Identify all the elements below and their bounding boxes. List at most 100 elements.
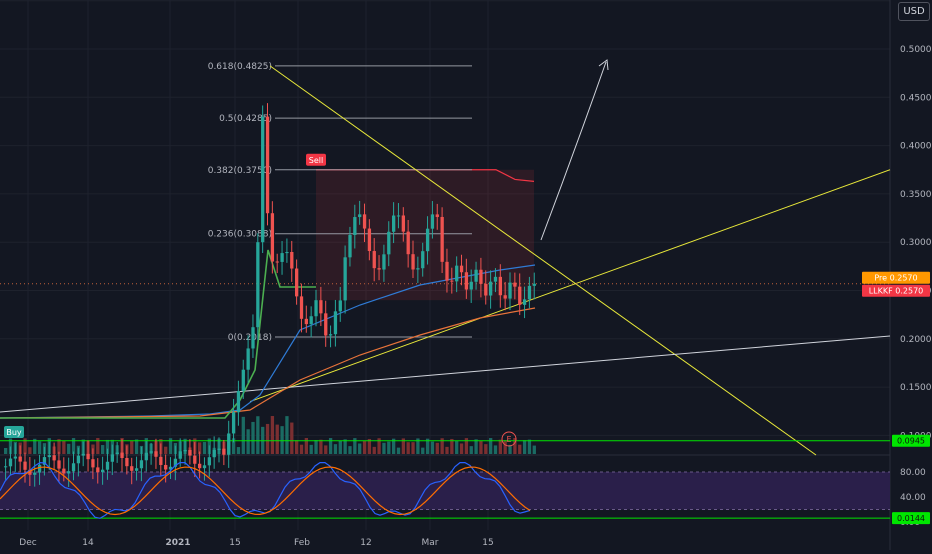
candle-body xyxy=(120,452,124,458)
price-tick-label: 0.3000 xyxy=(900,238,932,248)
volume-bar xyxy=(96,438,100,454)
candle-body xyxy=(231,412,236,434)
volume-bar xyxy=(479,440,483,454)
candle-body xyxy=(91,459,95,468)
trend-lines[interactable] xyxy=(0,59,891,519)
volume-bar xyxy=(503,440,507,454)
candle-body xyxy=(362,214,367,229)
volume-bar xyxy=(372,446,376,454)
candle-body xyxy=(134,468,139,471)
volume-bar xyxy=(168,438,173,454)
candle-body xyxy=(314,300,318,317)
candle-body xyxy=(440,216,444,262)
candle-body xyxy=(464,272,469,290)
candle-body xyxy=(358,214,362,218)
volume-bar xyxy=(455,441,459,454)
volume-bar xyxy=(498,439,502,454)
candle-body xyxy=(23,461,27,470)
volume-bar xyxy=(532,445,536,454)
candle-body xyxy=(425,228,430,252)
volume-bar xyxy=(71,438,76,454)
candle-body xyxy=(319,300,323,314)
volume-bar xyxy=(62,440,66,454)
candle-body xyxy=(71,463,76,472)
candle-body xyxy=(164,464,168,470)
candle-body xyxy=(261,116,265,243)
volume-bar xyxy=(343,439,347,454)
candle-body xyxy=(125,457,129,467)
volume-bar xyxy=(358,443,362,454)
buy-signal-label: Buy xyxy=(6,428,22,437)
candle-body xyxy=(183,449,187,452)
candle-body xyxy=(479,269,483,284)
currency-label[interactable]: USD xyxy=(898,2,930,21)
price-tick-label: 0.2000 xyxy=(900,335,932,345)
time-tick-label: 2021 xyxy=(165,538,190,548)
volume-bar xyxy=(367,438,372,454)
ticker-price-badge-box xyxy=(862,284,930,297)
stoch-rsi-lines xyxy=(0,462,531,519)
candle-body xyxy=(450,280,454,282)
candle-body xyxy=(469,281,473,290)
price-axis[interactable]: 0.50000.45000.40000.35000.30000.25000.20… xyxy=(862,45,932,528)
candle-body xyxy=(348,234,352,258)
candle-body xyxy=(527,285,532,300)
candle-body xyxy=(62,468,66,474)
volume-bar xyxy=(396,447,401,454)
candle-body xyxy=(280,253,284,262)
candle-body xyxy=(309,316,313,325)
volume-bar xyxy=(290,422,294,454)
volume-bar xyxy=(28,447,32,454)
candle-body xyxy=(256,242,260,328)
volume-bar xyxy=(67,443,71,454)
candle-body xyxy=(57,460,61,469)
candle-body xyxy=(299,296,304,319)
volume-bar xyxy=(425,438,430,454)
fib-level-label: 0.5(0.4285) xyxy=(219,114,272,124)
volume-bar xyxy=(275,424,279,454)
volume-bar xyxy=(23,438,27,454)
sell-signal-box xyxy=(306,153,326,166)
volume-bar xyxy=(508,444,512,454)
candle-body xyxy=(236,390,241,413)
time-axis[interactable]: Dec 14 2021 15 Feb 12 Mar 15 xyxy=(19,538,493,548)
candle-body xyxy=(159,456,163,465)
ma-green xyxy=(0,249,316,419)
volume-bar xyxy=(8,438,13,454)
fib-level-label: 0.382(0.3750) xyxy=(208,166,272,176)
candle-body xyxy=(430,214,435,229)
volume-bar xyxy=(513,438,517,454)
volume-bar xyxy=(489,438,493,454)
volume-bar xyxy=(270,416,275,454)
candle-body xyxy=(295,268,299,297)
candle-body xyxy=(498,276,502,296)
candle-body xyxy=(367,228,372,252)
candle-body xyxy=(28,469,32,475)
price-tick-label: 0.5000 xyxy=(900,45,932,55)
volume-bar xyxy=(387,441,391,454)
candlesticks xyxy=(4,103,536,487)
volume-bar xyxy=(474,439,478,454)
volume-bar xyxy=(328,438,333,454)
candle-body xyxy=(42,457,47,465)
earnings-marker xyxy=(501,431,517,447)
candle-body xyxy=(52,455,56,461)
volume-bar xyxy=(430,441,435,454)
ma-orange xyxy=(0,307,536,419)
support-level-badge-box xyxy=(892,512,930,525)
candle-body xyxy=(353,217,357,235)
candle-body xyxy=(343,257,347,301)
time-tick-label: 14 xyxy=(82,538,94,548)
volume-bar xyxy=(304,438,308,454)
volume-bar xyxy=(464,438,469,454)
oscillator-tick-label: 80.00 xyxy=(900,468,926,478)
volume-bar xyxy=(527,439,532,454)
volume-bar xyxy=(484,444,488,454)
buy-signal-box xyxy=(4,426,24,438)
fib-level-label: 0.236(0.3088) xyxy=(208,230,272,240)
fibonacci-retracement[interactable]: 0.618(0.4825) 0.5(0.4285) 0.382(0.3750) 0.2… xyxy=(208,62,472,343)
candle-body xyxy=(246,348,250,370)
volume-bar xyxy=(256,416,260,454)
